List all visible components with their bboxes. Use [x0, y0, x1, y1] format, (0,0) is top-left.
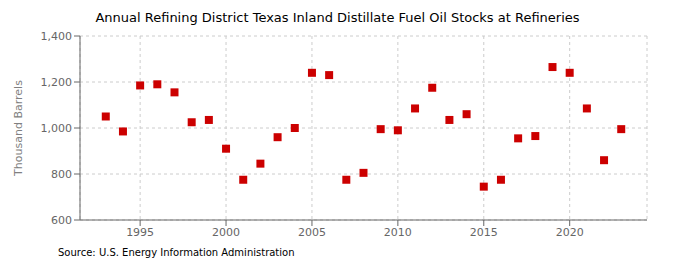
svg-text:Thousand Barrels: Thousand Barrels — [12, 80, 25, 177]
svg-text:2010: 2010 — [384, 226, 412, 239]
svg-text:2020: 2020 — [556, 226, 584, 239]
svg-text:2005: 2005 — [298, 226, 326, 239]
html-text:Source: U.S. Energy Informatio: Source: U.S. Energy Information Administ… — [58, 247, 295, 258]
svg-text:1995: 1995 — [126, 226, 154, 239]
svg-text:1,400: 1,400 — [41, 30, 73, 43]
svg-text:600: 600 — [51, 214, 72, 227]
svg-text:2000: 2000 — [212, 226, 240, 239]
html-text:Annual Refining District Texas: Annual Refining District Texas Inland Di… — [95, 10, 580, 25]
svg-text:1,200: 1,200 — [41, 76, 73, 89]
svg-text:800: 800 — [51, 168, 72, 181]
svg-text:1,000: 1,000 — [41, 122, 73, 135]
svg-text:2015: 2015 — [470, 226, 498, 239]
